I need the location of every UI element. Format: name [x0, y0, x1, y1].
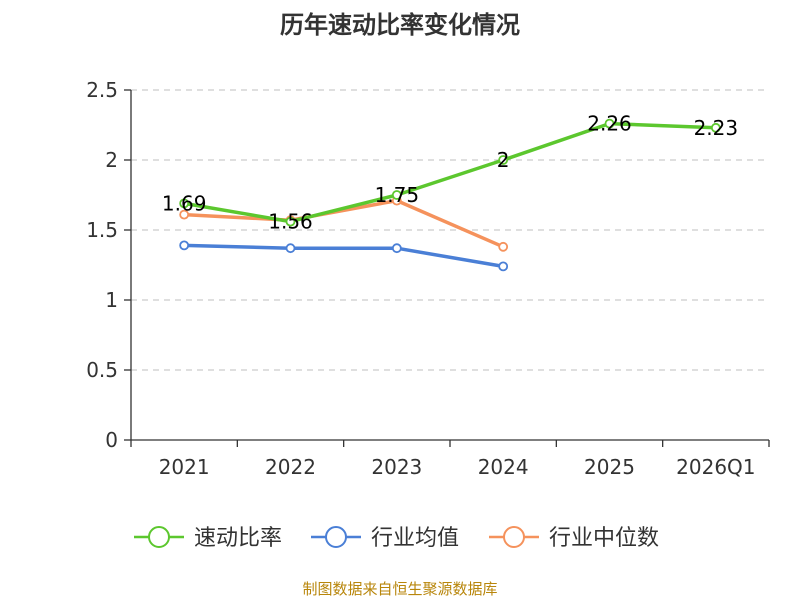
legend-item[interactable]: 速动比率	[134, 526, 282, 551]
x-tick-label: 2022	[265, 455, 316, 479]
data-label: 1.56	[268, 210, 313, 234]
legend-label: 行业中位数	[549, 526, 659, 551]
y-tick-label: 1.5	[86, 218, 118, 242]
data-label: 2.23	[694, 116, 739, 140]
y-tick-label: 0.5	[86, 358, 118, 382]
chart-title: 历年速动比率变化情况	[280, 11, 520, 39]
data-point[interactable]	[710, 122, 721, 133]
data-point[interactable]	[179, 209, 190, 220]
y-tick-label: 1	[105, 288, 118, 312]
data-point[interactable]	[179, 240, 190, 251]
x-tick-label: 2025	[584, 455, 635, 479]
x-tick-label: 2021	[159, 455, 210, 479]
data-point[interactable]	[285, 216, 296, 227]
data-point[interactable]	[498, 261, 509, 272]
source-note: 制图数据来自恒生聚源数据库	[302, 580, 497, 598]
y-tick-label: 0	[105, 428, 118, 452]
data-point[interactable]	[604, 118, 615, 129]
data-label: 2	[497, 148, 510, 172]
y-tick-label: 2	[105, 148, 118, 172]
data-point[interactable]	[179, 198, 190, 209]
legend-label: 速动比率	[194, 526, 282, 551]
legend[interactable]: 速动比率 行业均值 行业中位数	[134, 526, 659, 551]
x-tick-label: 2024	[478, 455, 529, 479]
series-group	[179, 118, 721, 272]
data-point[interactable]	[285, 243, 296, 254]
data-point[interactable]	[391, 190, 402, 200]
legend-marker	[503, 526, 525, 548]
data-point[interactable]	[391, 243, 402, 254]
legend-marker	[148, 526, 170, 548]
data-point[interactable]	[498, 155, 509, 165]
x-tick-label: 2026Q1	[676, 455, 755, 479]
series-line	[184, 243, 504, 269]
data-point[interactable]	[498, 241, 509, 252]
axes: 0 0.5 1 1.5 2 2.5 2021 2022 2023 2024 2025 2026Q1	[86, 78, 770, 479]
series-line	[183, 121, 716, 224]
data-labels: 1.69 1.56 1.75 2 2.26 2.23	[162, 112, 738, 234]
legend-item[interactable]: 行业均值	[311, 526, 459, 551]
y-tick-label: 2.5	[86, 78, 118, 102]
legend-marker	[325, 526, 347, 548]
x-tick-label: 2023	[371, 455, 422, 479]
series-line	[184, 198, 504, 249]
grid-lines	[131, 89, 769, 371]
data-label: 1.69	[162, 191, 207, 215]
data-label: 1.75	[375, 183, 420, 207]
data-label: 2.26	[587, 112, 632, 136]
legend-item[interactable]: 行业中位数	[489, 526, 659, 551]
legend-label: 行业均值	[371, 526, 459, 551]
